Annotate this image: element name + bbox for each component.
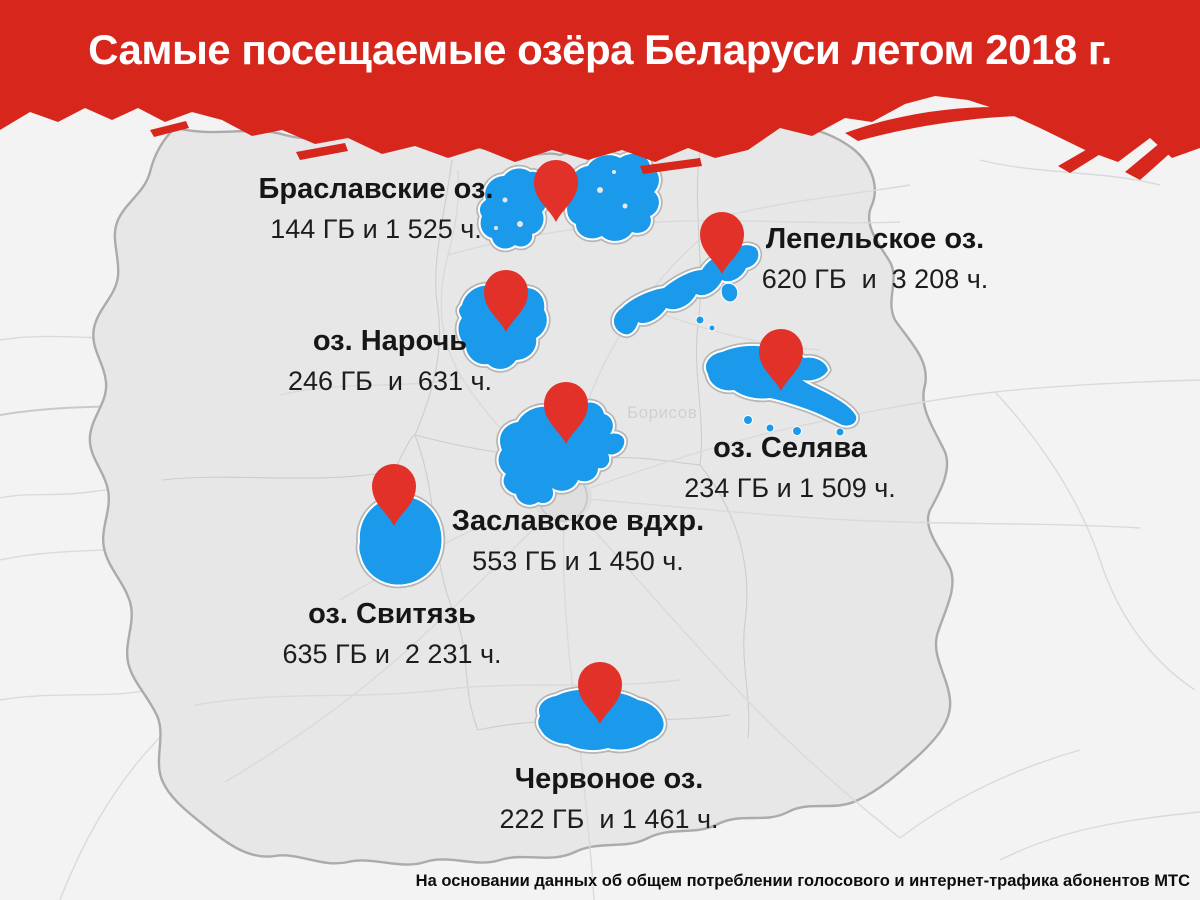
lake-name: Заславское вдхр.	[451, 505, 705, 537]
lake-stats: 246 ГБ и 631 ч.	[287, 366, 493, 396]
label-narach: оз. Нарочь 246 ГБ и 631 ч.	[288, 323, 492, 398]
label-zaslavskoye: Заславское вдхр. 553 ГБ и 1 450 ч.	[452, 503, 704, 578]
lake-stats: 222 ГБ и 1 461 ч.	[499, 804, 719, 834]
label-svityaz: оз. Свитязь 635 ГБ и 2 231 ч.	[282, 596, 501, 671]
label-braslav: Браславские оз. 144 ГБ и 1 525 ч.	[259, 171, 494, 246]
lake-stats: 553 ГБ и 1 450 ч.	[472, 546, 684, 576]
lake-stats: 620 ГБ и 3 208 ч.	[761, 264, 989, 294]
lake-name: оз. Свитязь	[308, 598, 476, 630]
lake-name: Червоное оз.	[514, 763, 704, 795]
lake-stats: 144 ГБ и 1 525 ч.	[270, 214, 482, 244]
lake-name: Лепельское оз.	[765, 223, 985, 255]
source-note: На основании данных об общем потреблении…	[415, 872, 1190, 890]
lake-braslav-west	[476, 164, 551, 253]
lake-name: оз. Селява	[713, 432, 867, 464]
header-banner	[0, 0, 1200, 180]
lake-braslav-east	[563, 150, 663, 245]
label-lepelskoye: Лепельское оз. 620 ГБ и 3 208 ч.	[762, 221, 989, 296]
lake-name: Браславские оз.	[258, 173, 494, 205]
lake-stats: 635 ГБ и 2 231 ч.	[282, 639, 502, 669]
lake-name: оз. Нарочь	[312, 325, 468, 357]
lake-stats: 234 ГБ и 1 509 ч.	[684, 473, 896, 503]
page-title: Самые посещаемые озёра Беларуси летом 20…	[88, 26, 1112, 73]
label-selyava: оз. Селява 234 ГБ и 1 509 ч.	[684, 430, 896, 505]
label-chervonoye: Червоное оз. 222 ГБ и 1 461 ч.	[499, 761, 718, 836]
city-label-borisov: Борисов	[627, 403, 698, 422]
